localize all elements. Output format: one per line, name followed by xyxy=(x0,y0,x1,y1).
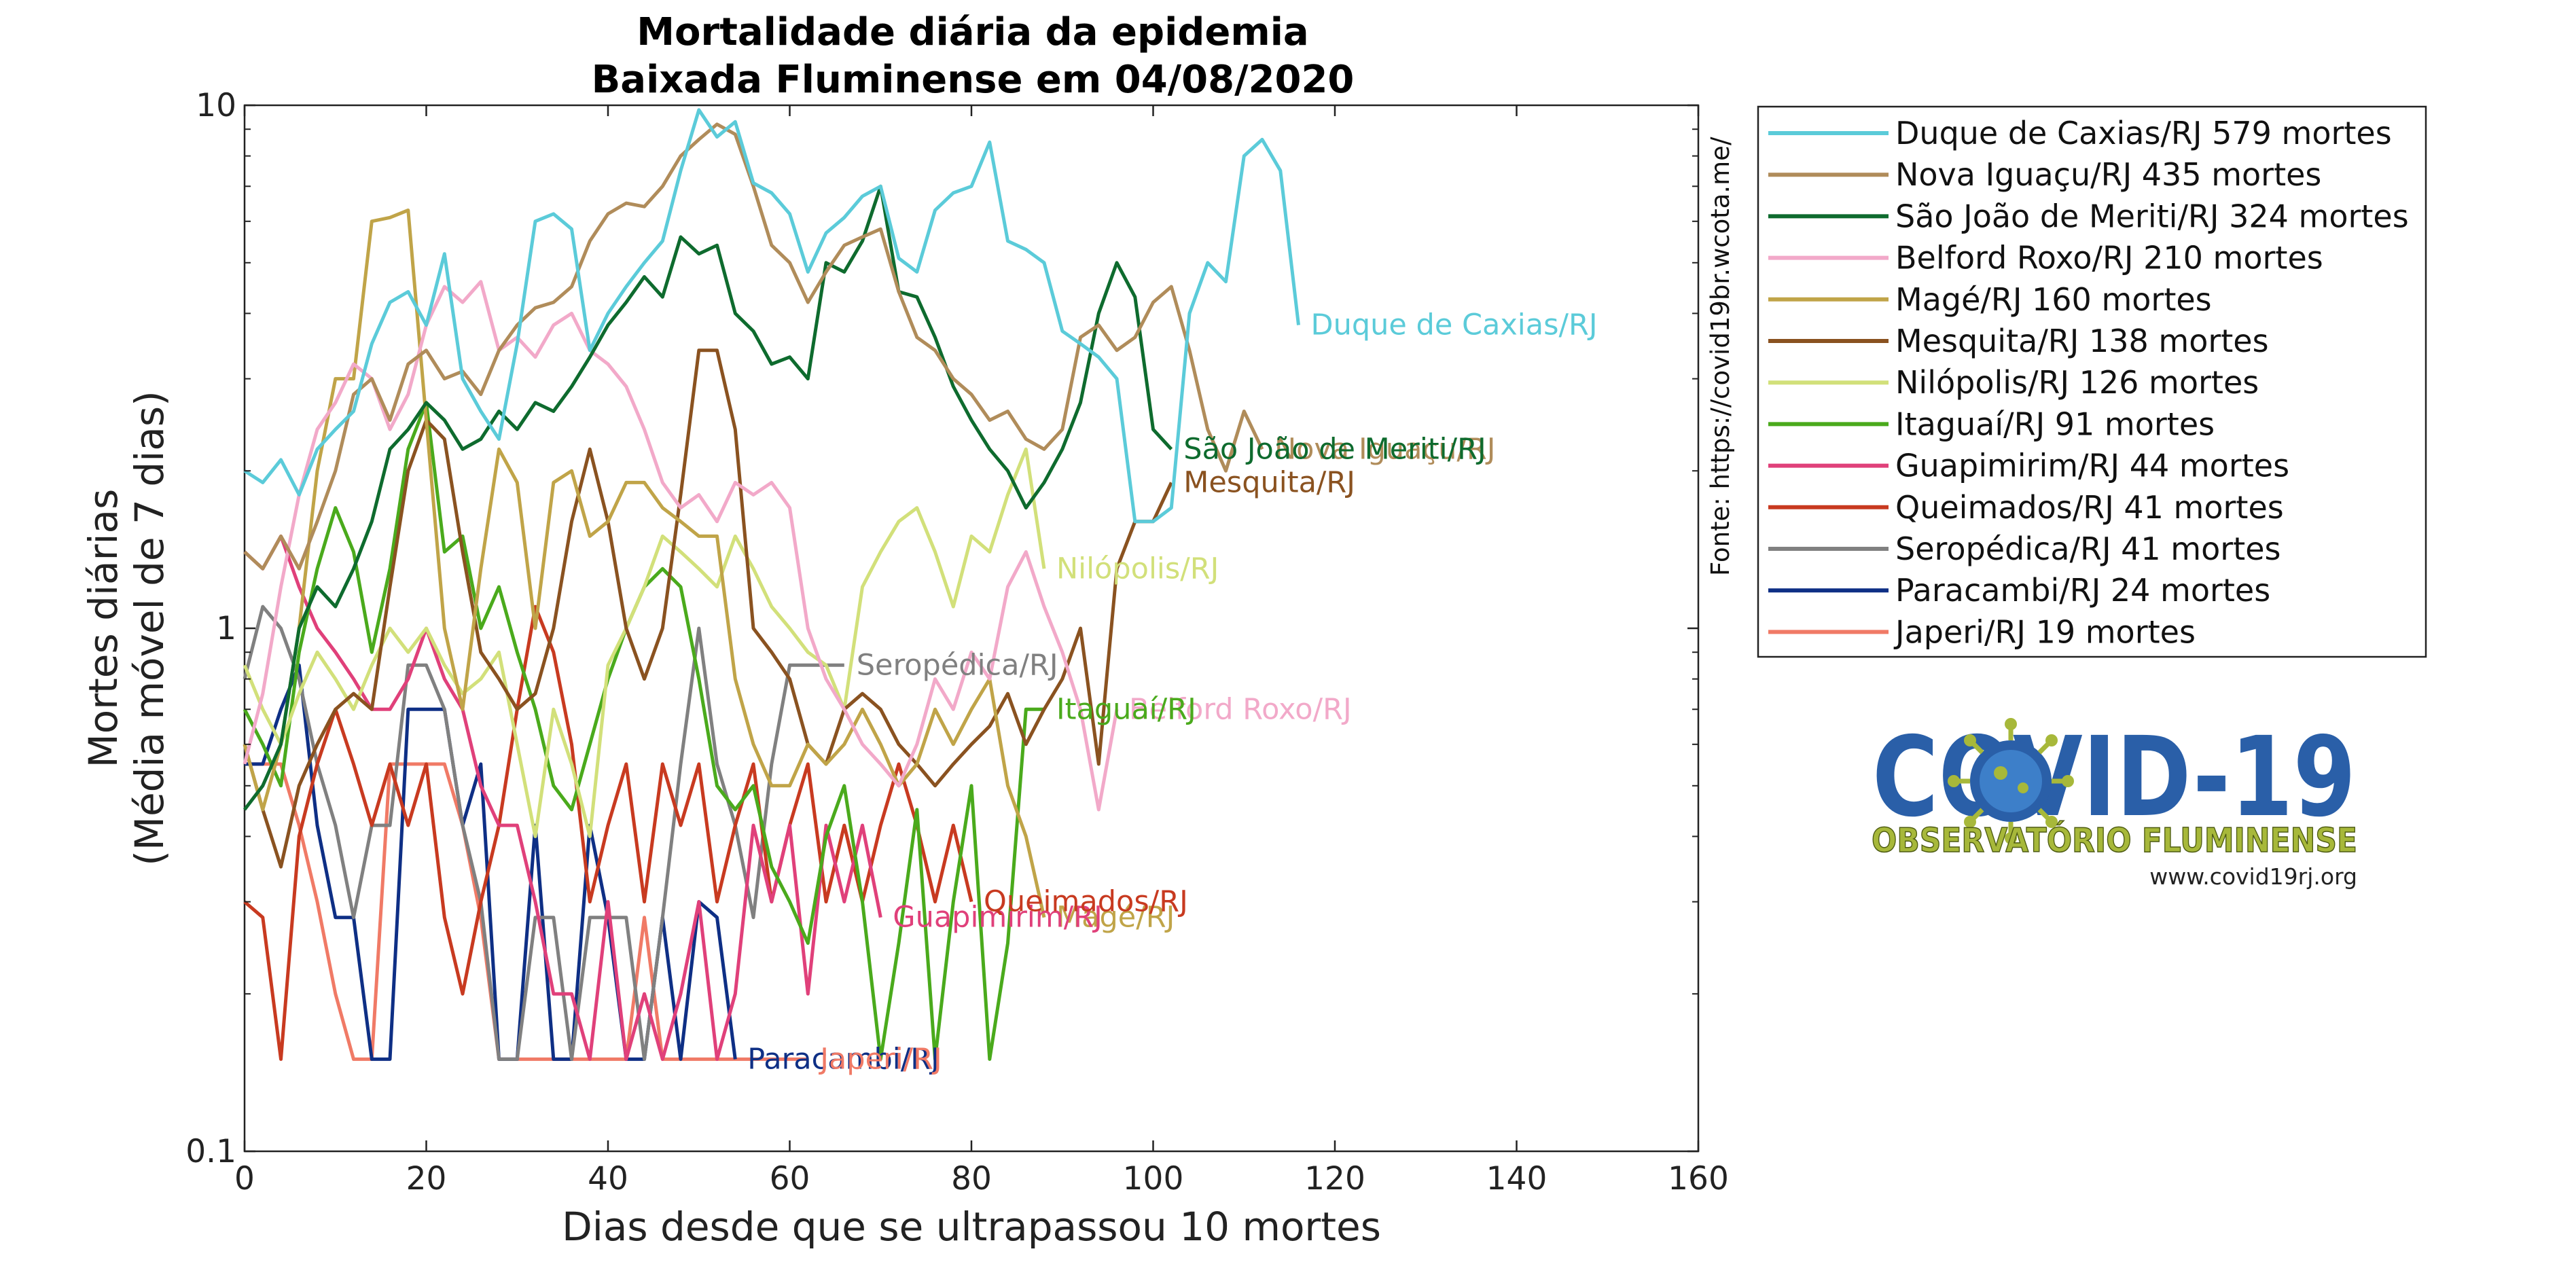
x-tick-label-6: 120 xyxy=(1304,1160,1365,1197)
series-line-duque-de-caxias-rj xyxy=(243,108,1300,524)
end-label-queimados-rj: Queimados/RJ xyxy=(984,885,1188,919)
legend-item-paracambi-rj: Paracambi/RJ 24 mortes xyxy=(1768,572,2270,609)
legend-label-paracambi-rj: Paracambi/RJ 24 mortes xyxy=(1895,572,2270,609)
chart-title: Mortalidade diária da epidemia xyxy=(637,10,1308,54)
legend-label-sao-joao-de-meriti-rj: São João de Meriti/RJ 324 mortes xyxy=(1895,198,2409,234)
series-line-mage-rj xyxy=(243,209,1046,918)
x-tick-label-3: 60 xyxy=(770,1160,810,1197)
y-axis-label: Mortes diárias (Média móvel de 7 dias) xyxy=(80,391,173,865)
end-label-sao-joao-de-meriti-rj: São João de Meriti/RJ xyxy=(1183,432,1486,466)
legend-item-mesquita-rj: Mesquita/RJ 138 mortes xyxy=(1768,323,2269,359)
legend-item-japeri-rj: Japeri/RJ 19 mortes xyxy=(1768,613,2196,650)
legend-label-itaguai-rj: Itaguaí/RJ 91 mortes xyxy=(1895,406,2215,442)
y-tick-label-1: 1 xyxy=(216,610,236,647)
end-label-guapimirim-rj: Guapimirim/RJ xyxy=(893,901,1103,935)
legend-item-nilopolis-rj: Nilópolis/RJ 126 mortes xyxy=(1768,364,2259,401)
legend-label-duque-de-caxias-rj: Duque de Caxias/RJ 579 mortes xyxy=(1895,115,2392,151)
end-label-itaguai-rj: Itaguaí/RJ xyxy=(1056,692,1196,726)
x-tick-label-2: 40 xyxy=(588,1160,628,1197)
tick-layer: 0 20 40 60 80 100 120 140 160 0.1 1 10 xyxy=(185,87,1729,1197)
series-line-guapimirim-rj xyxy=(243,534,882,1061)
x-tick-label-8: 160 xyxy=(1668,1160,1729,1197)
legend-label-nilopolis-rj: Nilópolis/RJ 126 mortes xyxy=(1895,364,2259,401)
series-line-japeri-rj xyxy=(245,762,808,1061)
y-axis-label-line2: (Média móvel de 7 dias) xyxy=(126,391,173,865)
x-axis-label: Dias desde que se ultrapassou 10 mortes xyxy=(562,1204,1381,1250)
chart-subtitle: Baixada Fluminense em 04/08/2020 xyxy=(592,58,1355,102)
series-line-mesquita-rj xyxy=(243,348,1173,869)
covid-observatory-logo: COVID-19 OBSERVATÓRIO FLUMINENSE www.cov… xyxy=(1871,714,2358,890)
series-line-belford-roxo-rj xyxy=(243,280,1119,812)
legend-label-nova-iguacu-rj: Nova Iguaçu/RJ 435 mortes xyxy=(1895,156,2321,193)
logo-url: www.covid19rj.org xyxy=(2149,863,2357,890)
legend-item-belford-roxo-rj: Belford Roxo/RJ 210 mortes xyxy=(1768,240,2323,276)
end-label-mesquita-rj: Mesquita/RJ xyxy=(1183,465,1355,499)
y-axis-label-line1: Mortes diárias xyxy=(80,489,126,768)
legend-item-mage-rj: Magé/RJ 160 mortes xyxy=(1768,281,2212,318)
legend-entries: Duque de Caxias/RJ 579 mortes Nova Iguaçu… xyxy=(1768,115,2409,650)
legend-item-duque-de-caxias-rj: Duque de Caxias/RJ 579 mortes xyxy=(1768,115,2392,151)
legend-item-sao-joao-de-meriti-rj: São João de Meriti/RJ 324 mortes xyxy=(1768,198,2409,234)
series-line-sao-joao-de-meriti-rj xyxy=(243,184,1173,811)
end-label-mage-rj: Magé/RJ xyxy=(1056,901,1175,935)
y-tick-label-2: 10 xyxy=(196,87,236,124)
x-tick-label-7: 140 xyxy=(1486,1160,1548,1197)
legend-label-belford-roxo-rj: Belford Roxo/RJ 210 mortes xyxy=(1895,240,2323,276)
x-tick-label-5: 100 xyxy=(1123,1160,1184,1197)
legend-label-queimados-rj: Queimados/RJ 41 mortes xyxy=(1895,489,2284,526)
series-line-nova-iguacu-rj xyxy=(243,122,1264,571)
series-line-queimados-rj xyxy=(243,605,973,1061)
end-label-seropedica-rj: Seropédica/RJ xyxy=(857,648,1058,682)
end-label-japeri-rj: Japeri/RJ xyxy=(818,1042,942,1076)
legend-item-guapimirim-rj: Guapimirim/RJ 44 mortes xyxy=(1768,448,2289,484)
legend-item-itaguai-rj: Itaguaí/RJ 91 mortes xyxy=(1768,406,2215,442)
end-label-duque-de-caxias-rj: Duque de Caxias/RJ xyxy=(1311,308,1598,342)
x-tick-label-0: 0 xyxy=(234,1160,255,1197)
legend-item-nova-iguacu-rj: Nova Iguaçu/RJ 435 mortes xyxy=(1768,156,2321,193)
end-label-belford-roxo-rj: Belford Roxo/RJ xyxy=(1129,692,1352,726)
legend-label-japeri-rj: Japeri/RJ 19 mortes xyxy=(1893,613,2196,650)
legend-box xyxy=(1757,105,2427,658)
logo-subtitle: OBSERVATÓRIO FLUMINENSE xyxy=(1872,820,2357,860)
y-tick-label-0: 0.1 xyxy=(185,1133,236,1170)
end-label-nilopolis-rj: Nilópolis/RJ xyxy=(1056,552,1219,586)
legend-item-queimados-rj: Queimados/RJ 41 mortes xyxy=(1768,489,2284,526)
source-text: Fonte: https://covid19br.wcota.me/ xyxy=(1706,137,1735,576)
end-label-paracambi-rj: Paracambi/RJ xyxy=(747,1042,940,1076)
legend-label-mesquita-rj: Mesquita/RJ 138 mortes xyxy=(1895,323,2269,359)
x-tick-label-1: 20 xyxy=(406,1160,447,1197)
legend-label-mage-rj: Magé/RJ 160 mortes xyxy=(1895,281,2212,318)
virus-icon xyxy=(1948,718,2074,844)
series-line-seropedica-rj xyxy=(243,605,844,1061)
legend-item-seropedica-rj: Seropédica/RJ 41 mortes xyxy=(1768,530,2280,567)
legend: Duque de Caxias/RJ 579 mortes Nova Iguaçu… xyxy=(1757,105,2427,658)
series-layer xyxy=(243,108,1300,1061)
legend-label-guapimirim-rj: Guapimirim/RJ 44 mortes xyxy=(1895,448,2289,484)
end-label-nova-iguacu-rj: Nova Iguaçu/RJ xyxy=(1274,432,1495,466)
x-tick-label-4: 80 xyxy=(951,1160,992,1197)
series-line-nilopolis-rj xyxy=(243,447,1046,838)
legend-label-seropedica-rj: Seropédica/RJ 41 mortes xyxy=(1895,530,2280,567)
